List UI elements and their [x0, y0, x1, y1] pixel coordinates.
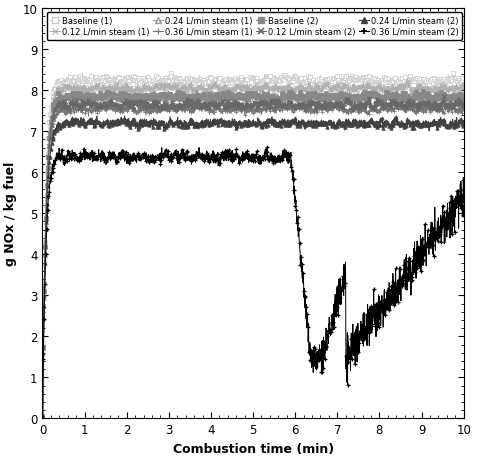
- X-axis label: Combustion time (min): Combustion time (min): [172, 442, 334, 455]
- Legend: Baseline (1), 0.12 L/min steam (1), 0.24 L/min steam (1), 0.36 L/min steam (1), : Baseline (1), 0.12 L/min steam (1), 0.24…: [46, 13, 462, 40]
- Y-axis label: g NOx / kg fuel: g NOx / kg fuel: [4, 162, 17, 266]
